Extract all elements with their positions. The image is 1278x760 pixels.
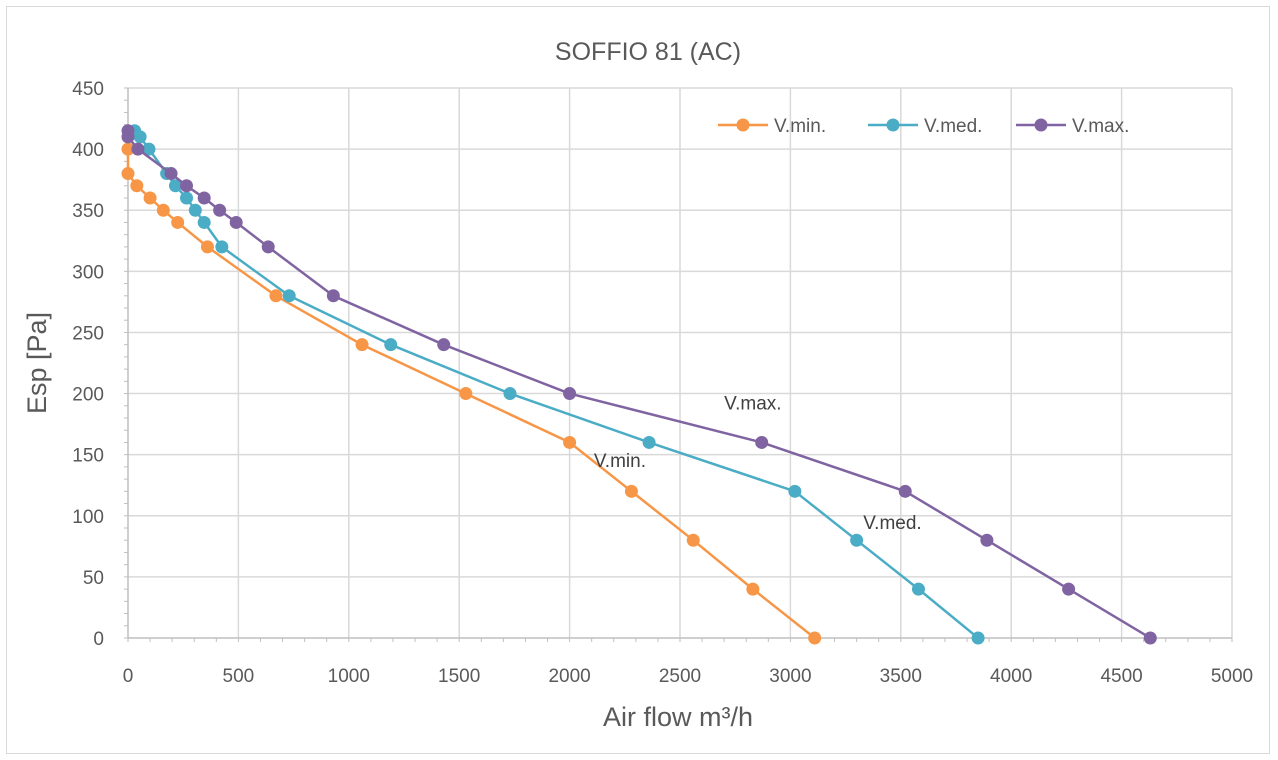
legend-marker xyxy=(1035,119,1048,132)
x-tick-label: 5000 xyxy=(1211,666,1253,687)
x-tick-label: 2500 xyxy=(659,666,701,687)
y-tick-label: 400 xyxy=(72,140,104,161)
data-point-v-min xyxy=(171,216,184,229)
data-point-v-med xyxy=(850,534,863,547)
data-point-v-min xyxy=(746,583,759,596)
y-tick-label: 200 xyxy=(72,385,104,406)
data-point-v-max xyxy=(980,534,993,547)
data-point-v-min xyxy=(201,240,214,253)
y-tick-label: 300 xyxy=(72,262,104,283)
annotation-label: V.max. xyxy=(724,393,781,414)
data-point-v-max xyxy=(755,436,768,449)
data-point-v-min xyxy=(687,534,700,547)
data-point-v-max xyxy=(198,192,211,205)
x-tick-label: 4000 xyxy=(990,666,1032,687)
data-point-v-med xyxy=(215,240,228,253)
annotation-label: V.min. xyxy=(594,451,646,472)
data-point-v-max xyxy=(327,289,340,302)
data-point-v-med xyxy=(283,289,296,302)
data-series xyxy=(122,124,1157,644)
legend-marker xyxy=(737,119,750,132)
data-point-v-min xyxy=(459,387,472,400)
y-axis-title: Esp [Pa] xyxy=(22,312,52,414)
legend-label: V.min. xyxy=(774,116,826,137)
legend-item-v-max: V.max. xyxy=(1016,116,1129,137)
x-tick-label: 3000 xyxy=(769,666,811,687)
data-point-v-min xyxy=(356,338,369,351)
y-tick-label: 100 xyxy=(72,507,104,528)
legend: V.min. V.med. V.max. xyxy=(718,116,1129,137)
series-line-v-med xyxy=(135,131,979,638)
series-v-med xyxy=(128,124,984,644)
legend-item-v-min: V.min. xyxy=(718,116,826,137)
y-tick-label: 350 xyxy=(72,201,104,222)
data-point-v-med xyxy=(912,583,925,596)
legend-label: V.med. xyxy=(924,116,982,137)
y-tick-label: 50 xyxy=(83,568,104,589)
x-tick-label: 2000 xyxy=(548,666,590,687)
x-tick-label: 1500 xyxy=(438,666,480,687)
x-tick-label: 4500 xyxy=(1100,666,1142,687)
data-point-v-med xyxy=(972,632,985,645)
legend-item-v-med: V.med. xyxy=(868,116,982,137)
data-point-v-med xyxy=(643,436,656,449)
data-point-v-min xyxy=(808,632,821,645)
data-point-v-min xyxy=(122,167,135,180)
gridlines xyxy=(128,88,1232,638)
data-point-v-max xyxy=(213,204,226,217)
x-tick-label: 3500 xyxy=(880,666,922,687)
data-point-v-min xyxy=(144,192,157,205)
data-point-v-med xyxy=(788,485,801,498)
data-point-v-med xyxy=(503,387,516,400)
data-point-v-max xyxy=(437,338,450,351)
y-tick-label: 150 xyxy=(72,446,104,467)
y-tick-label: 250 xyxy=(72,323,104,344)
data-point-v-med xyxy=(198,216,211,229)
data-point-v-min xyxy=(563,436,576,449)
data-point-v-med xyxy=(180,192,193,205)
data-point-v-max xyxy=(899,485,912,498)
data-point-v-max xyxy=(262,240,275,253)
data-point-v-med xyxy=(189,204,202,217)
series-line-v-max xyxy=(128,131,1150,638)
chart-title: SOFFIO 81 (AC) xyxy=(555,38,741,66)
series-v-max xyxy=(122,124,1157,644)
annotation-label: V.med. xyxy=(863,513,921,534)
data-point-v-min xyxy=(157,204,170,217)
y-tick-label: 450 xyxy=(72,79,104,100)
annotations: V.max. V.min. V.med. xyxy=(594,393,922,534)
data-point-v-min xyxy=(625,485,638,498)
data-point-v-max xyxy=(1062,583,1075,596)
data-point-v-max xyxy=(122,130,135,143)
data-point-v-min xyxy=(269,289,282,302)
legend-marker xyxy=(887,119,900,132)
x-tick-label: 500 xyxy=(223,666,255,687)
data-point-v-max xyxy=(230,216,243,229)
x-tick-label: 1000 xyxy=(328,666,370,687)
data-point-v-max xyxy=(563,387,576,400)
y-tick-label: 0 xyxy=(93,629,104,650)
legend-label: V.max. xyxy=(1072,116,1129,137)
data-point-v-max xyxy=(180,179,193,192)
data-point-v-med xyxy=(134,130,147,143)
data-point-v-max xyxy=(131,143,144,156)
data-point-v-max xyxy=(165,167,178,180)
x-tick-label: 0 xyxy=(123,666,134,687)
data-point-v-min xyxy=(130,179,143,192)
x-axis-title: Air flow m³/h xyxy=(603,702,753,732)
data-point-v-med xyxy=(384,338,397,351)
data-point-v-max xyxy=(1144,632,1157,645)
